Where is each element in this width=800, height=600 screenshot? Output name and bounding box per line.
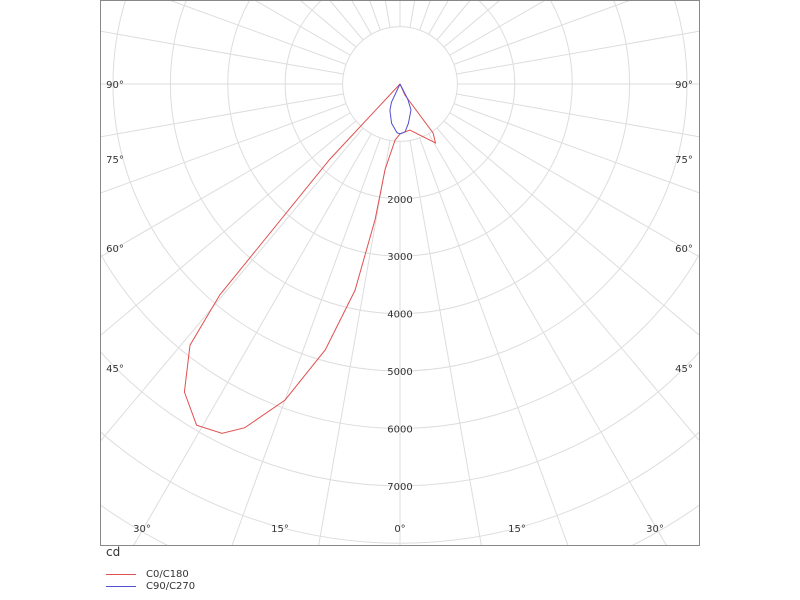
grid-spoke [318,140,391,545]
radial-tick-label: 2000 [387,195,412,206]
grid-spoke [436,0,471,41]
radial-tick-label: 6000 [387,424,412,435]
angle-label-right: 75° [675,155,693,166]
grid-spoke [100,112,351,258]
legend-label: C0/C180 [146,568,189,580]
radial-tick-label: 5000 [387,367,412,378]
angle-label-bottom: 0° [394,524,405,535]
grid-spoke [368,0,381,31]
radial-tick-label: 4000 [387,310,412,321]
grid-spoke [419,0,432,31]
grid-spoke [449,112,699,258]
grid-spoke [100,120,357,337]
grid-spoke [453,103,699,194]
angle-label-bottom: 30° [646,524,664,535]
angle-label-right: 60° [675,244,693,255]
grid-spoke [133,133,372,545]
grid-spoke [428,0,449,35]
angle-label-left: 45° [106,364,124,375]
grid-spoke [428,133,667,545]
grid-spoke [231,137,381,545]
legend-label: C90/C270 [146,580,196,592]
angle-label-right: 45° [675,364,693,375]
radial-tick-label: 3000 [387,252,412,263]
series-curve-0 [183,83,437,434]
grid-spoke [169,0,347,65]
grid-spoke [443,0,501,48]
grid-spoke [443,120,699,336]
grid-spoke [329,0,364,41]
legend-item-c0: C0/C180 [106,568,195,580]
grid-spoke [449,0,546,56]
grid-spoke [436,127,699,441]
grid-spoke [351,0,372,35]
radial-tick-label: 7000 [387,482,412,493]
angle-label-bottom: 15° [508,524,526,535]
legend-item-c90: C90/C270 [106,580,195,592]
angle-label-right: 90° [675,80,693,91]
grid-spoke [384,0,391,28]
angle-label-left: 60° [106,244,124,255]
legend-swatch [106,573,136,575]
grid-spoke [456,93,699,138]
grid-spoke [100,127,364,442]
unit-label: cd [106,545,121,559]
grid-spoke [456,30,699,75]
angle-label-left: 90° [106,80,124,91]
grid-spoke [254,0,351,56]
angle-label-bottom: 15° [271,524,289,535]
grid-spoke [100,93,344,138]
grid-spoke [100,30,344,75]
grid-spoke [409,0,416,28]
grid-spoke [419,137,569,545]
legend-swatch [106,585,136,587]
grid-spoke [100,103,347,194]
angle-label-left: 75° [106,155,124,166]
legend: C0/C180 C90/C270 [106,568,195,592]
series-curve-1 [389,83,412,135]
grid-spoke [299,0,357,48]
grid-spoke [453,0,631,65]
grid-spoke [409,140,482,545]
plot-frame [100,0,700,546]
angle-label-bottom: 30° [133,524,151,535]
